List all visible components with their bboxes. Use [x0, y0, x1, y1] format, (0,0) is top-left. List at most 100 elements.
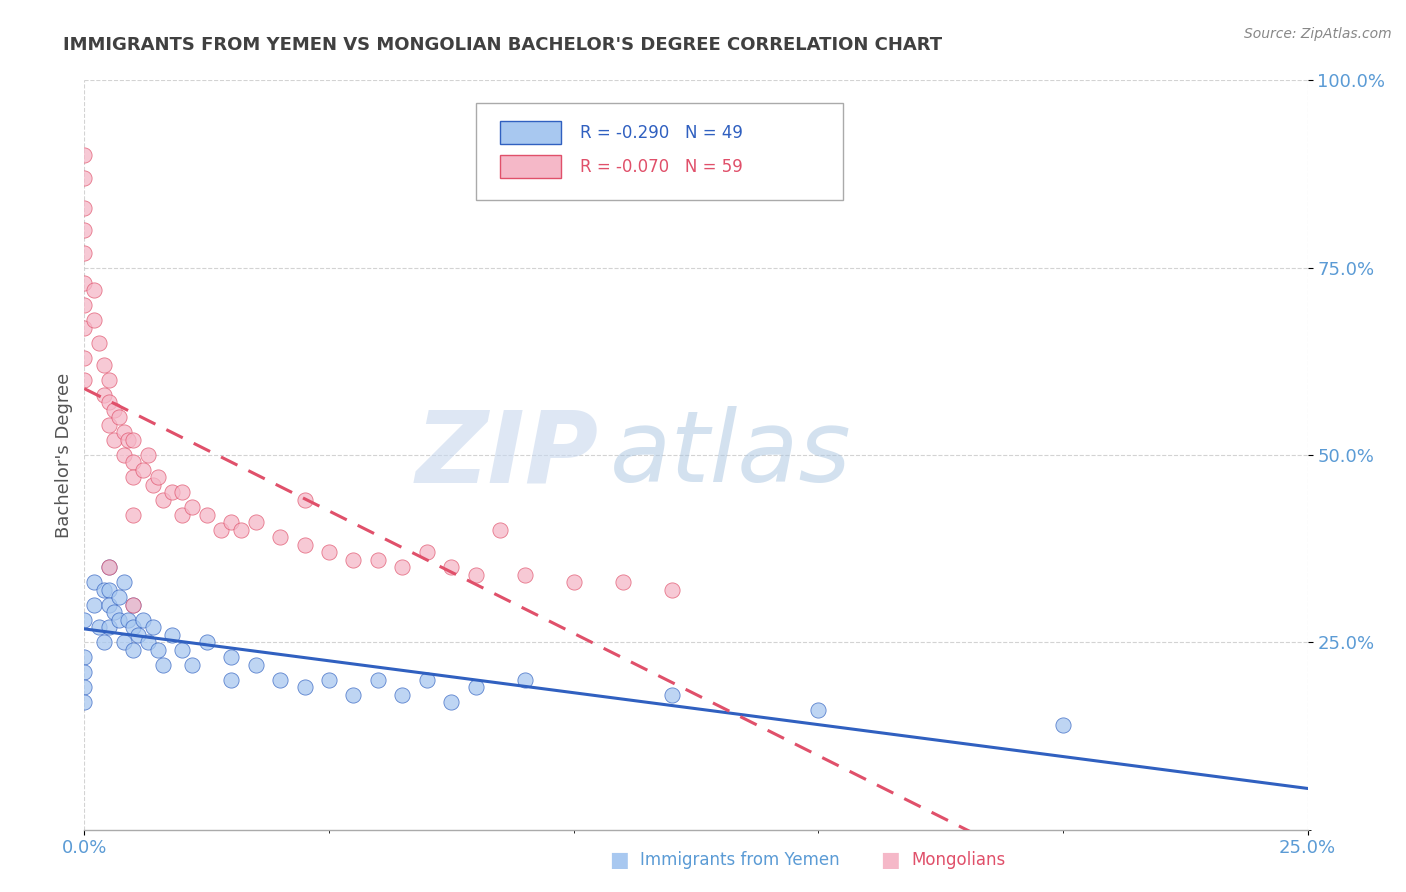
Text: ■: ■ — [880, 850, 900, 870]
Point — [103, 403, 125, 417]
Point — [219, 650, 242, 665]
Text: R = -0.070   N = 59: R = -0.070 N = 59 — [579, 158, 742, 177]
Point — [73, 298, 96, 312]
Point — [132, 613, 155, 627]
Point — [107, 613, 129, 627]
Point — [122, 433, 145, 447]
Point — [97, 560, 120, 574]
Point — [162, 485, 184, 500]
Point — [87, 335, 110, 350]
Point — [127, 628, 149, 642]
Point — [489, 523, 512, 537]
Text: Immigrants from Yemen: Immigrants from Yemen — [640, 851, 839, 869]
Point — [209, 523, 232, 537]
Point — [440, 560, 463, 574]
Point — [294, 680, 316, 694]
Point — [122, 642, 145, 657]
Point — [83, 313, 105, 327]
Point — [107, 591, 129, 605]
Text: ZIP: ZIP — [415, 407, 598, 503]
Point — [93, 388, 115, 402]
Point — [367, 673, 389, 687]
Point — [132, 463, 155, 477]
Point — [73, 223, 96, 237]
Point — [416, 545, 439, 559]
Point — [181, 500, 204, 515]
Text: ■: ■ — [609, 850, 628, 870]
Point — [464, 567, 486, 582]
Point — [97, 620, 120, 634]
Point — [73, 201, 96, 215]
Point — [440, 695, 463, 709]
Point — [112, 575, 135, 590]
Point — [391, 688, 413, 702]
Point — [162, 628, 184, 642]
Point — [612, 575, 634, 590]
Point — [142, 478, 165, 492]
Point — [97, 598, 120, 612]
Point — [152, 492, 174, 507]
FancyBboxPatch shape — [475, 103, 842, 200]
Text: atlas: atlas — [610, 407, 852, 503]
Point — [294, 492, 316, 507]
Point — [152, 657, 174, 672]
Point — [107, 410, 129, 425]
Point — [122, 620, 145, 634]
Point — [112, 635, 135, 649]
Point — [73, 373, 96, 387]
Point — [122, 470, 145, 484]
Point — [342, 688, 364, 702]
Point — [195, 635, 218, 649]
Point — [93, 358, 115, 372]
Point — [122, 598, 145, 612]
Point — [172, 508, 194, 522]
Point — [464, 680, 486, 694]
Point — [97, 417, 120, 432]
Point — [73, 148, 96, 162]
Point — [73, 695, 96, 709]
Point — [807, 703, 830, 717]
Point — [112, 425, 135, 440]
Point — [73, 665, 96, 680]
Point — [1052, 717, 1074, 731]
Text: IMMIGRANTS FROM YEMEN VS MONGOLIAN BACHELOR'S DEGREE CORRELATION CHART: IMMIGRANTS FROM YEMEN VS MONGOLIAN BACHE… — [63, 36, 942, 54]
Point — [219, 516, 242, 530]
Point — [122, 508, 145, 522]
Point — [367, 553, 389, 567]
Point — [73, 680, 96, 694]
Point — [136, 635, 159, 649]
Point — [229, 523, 252, 537]
Point — [342, 553, 364, 567]
Point — [269, 530, 291, 544]
Point — [146, 642, 169, 657]
Point — [219, 673, 242, 687]
Point — [73, 170, 96, 185]
Point — [73, 276, 96, 290]
Point — [122, 455, 145, 469]
Point — [83, 598, 105, 612]
Point — [245, 657, 267, 672]
Point — [97, 373, 120, 387]
Text: Source: ZipAtlas.com: Source: ZipAtlas.com — [1244, 27, 1392, 41]
Point — [103, 605, 125, 619]
Point — [172, 642, 194, 657]
Point — [73, 320, 96, 334]
FancyBboxPatch shape — [501, 121, 561, 144]
Point — [391, 560, 413, 574]
Point — [513, 567, 536, 582]
Y-axis label: Bachelor's Degree: Bachelor's Degree — [55, 372, 73, 538]
Point — [269, 673, 291, 687]
Point — [661, 582, 683, 597]
Point — [245, 516, 267, 530]
Text: Mongolians: Mongolians — [911, 851, 1005, 869]
Point — [97, 395, 120, 409]
Point — [73, 245, 96, 260]
Point — [136, 448, 159, 462]
Point — [122, 598, 145, 612]
Point — [416, 673, 439, 687]
Point — [294, 538, 316, 552]
Text: R = -0.290   N = 49: R = -0.290 N = 49 — [579, 124, 742, 142]
Point — [97, 582, 120, 597]
Point — [318, 673, 340, 687]
Point — [83, 575, 105, 590]
